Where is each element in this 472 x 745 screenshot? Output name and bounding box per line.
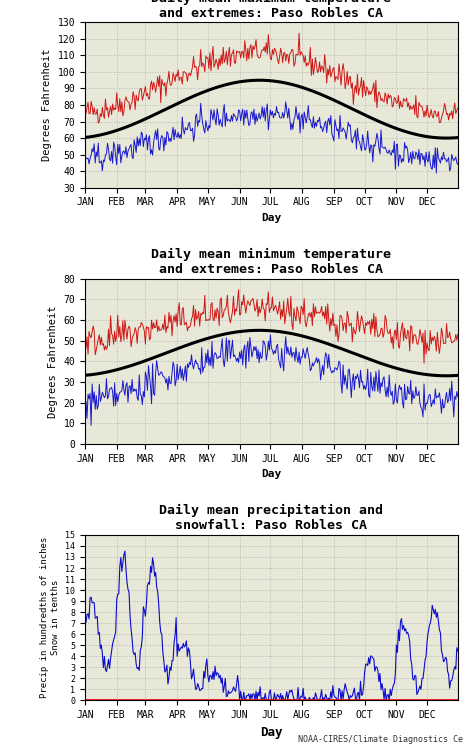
- X-axis label: Day: Day: [260, 726, 283, 738]
- X-axis label: Day: Day: [261, 213, 281, 223]
- Title: Daily mean maximum temperature
and extremes: Paso Robles CA: Daily mean maximum temperature and extre…: [152, 0, 391, 20]
- Y-axis label: Precip in hundredths of inches
Snow in tenths: Precip in hundredths of inches Snow in t…: [40, 537, 59, 698]
- Y-axis label: Degrees Fahrenheit: Degrees Fahrenheit: [42, 48, 52, 161]
- Y-axis label: Degrees Fahrenheit: Degrees Fahrenheit: [48, 305, 58, 418]
- X-axis label: Day: Day: [261, 469, 281, 479]
- Text: NOAA-CIRES/Climate Diagnostics Ce: NOAA-CIRES/Climate Diagnostics Ce: [297, 735, 463, 744]
- Title: Daily mean minimum temperature
and extremes: Paso Robles CA: Daily mean minimum temperature and extre…: [152, 248, 391, 276]
- Title: Daily mean precipitation and
snowfall: Paso Robles CA: Daily mean precipitation and snowfall: P…: [160, 504, 383, 533]
